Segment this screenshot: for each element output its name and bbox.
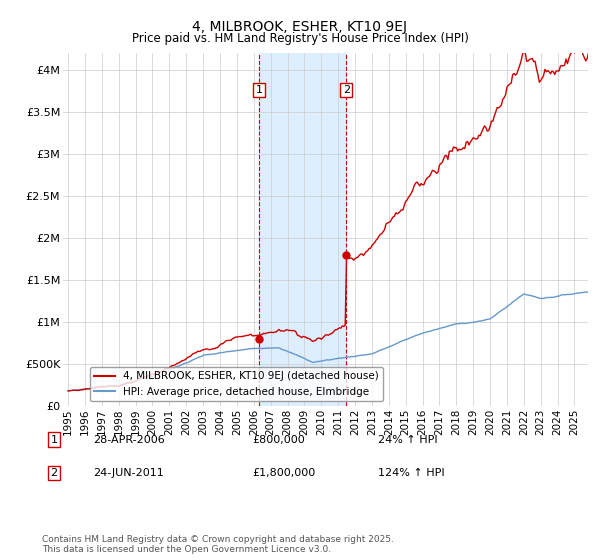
Text: 2: 2 bbox=[343, 85, 350, 95]
Text: 24-JUN-2011: 24-JUN-2011 bbox=[93, 468, 164, 478]
Text: Price paid vs. HM Land Registry's House Price Index (HPI): Price paid vs. HM Land Registry's House … bbox=[131, 32, 469, 45]
Text: 124% ↑ HPI: 124% ↑ HPI bbox=[378, 468, 445, 478]
Text: 2: 2 bbox=[50, 468, 58, 478]
Text: 1: 1 bbox=[256, 85, 263, 95]
Text: 28-APR-2006: 28-APR-2006 bbox=[93, 435, 165, 445]
Text: 24% ↑ HPI: 24% ↑ HPI bbox=[378, 435, 437, 445]
Legend: 4, MILBROOK, ESHER, KT10 9EJ (detached house), HPI: Average price, detached hous: 4, MILBROOK, ESHER, KT10 9EJ (detached h… bbox=[90, 367, 383, 401]
Text: 1: 1 bbox=[50, 435, 58, 445]
Text: £1,800,000: £1,800,000 bbox=[252, 468, 315, 478]
Bar bbox=[259, 53, 346, 406]
Text: Contains HM Land Registry data © Crown copyright and database right 2025.
This d: Contains HM Land Registry data © Crown c… bbox=[42, 535, 394, 554]
Text: £800,000: £800,000 bbox=[252, 435, 305, 445]
Text: 4, MILBROOK, ESHER, KT10 9EJ: 4, MILBROOK, ESHER, KT10 9EJ bbox=[193, 20, 407, 34]
